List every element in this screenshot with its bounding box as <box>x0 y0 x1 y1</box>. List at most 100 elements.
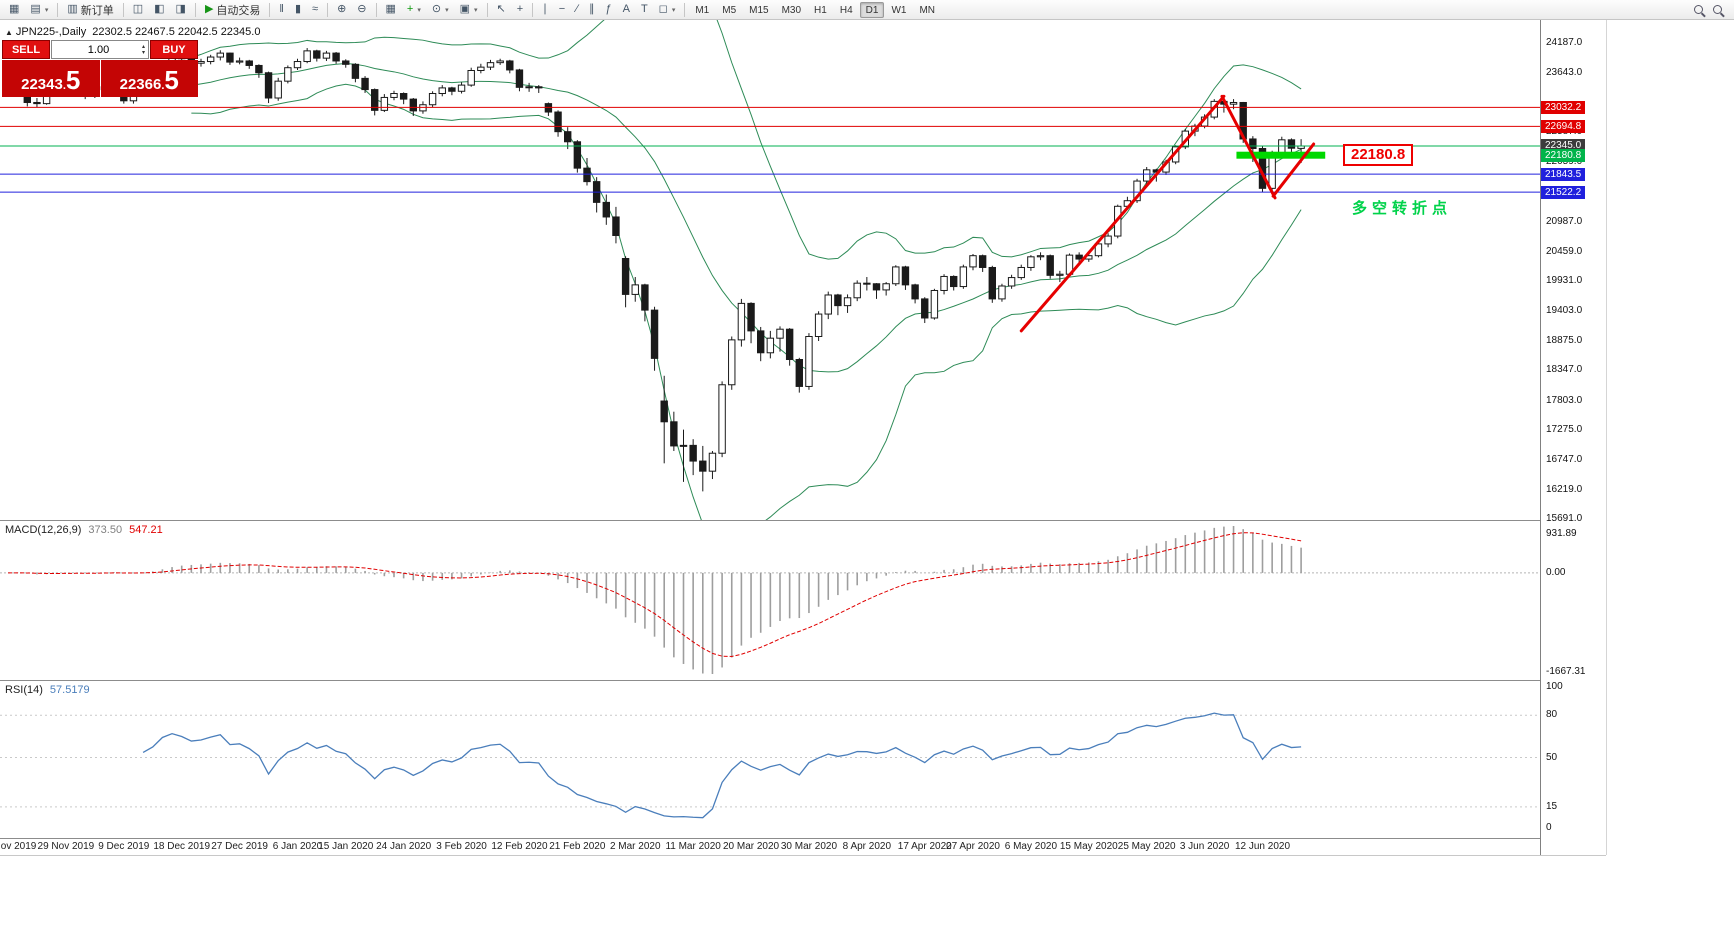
timeframe-mn-button[interactable]: MN <box>919 4 935 16</box>
sell-price-int: 22343 <box>21 76 63 93</box>
volume-value[interactable]: 1.00 <box>87 43 110 56</box>
template-icon: ▣ <box>459 3 471 15</box>
cursor-icon: ↖ <box>496 3 506 15</box>
price-axis-label: 18875.0 <box>1546 334 1583 346</box>
vertical-line-button[interactable]: ∣ <box>537 1 553 18</box>
sell-price-display[interactable]: 22343. 5 <box>2 60 100 97</box>
macd-signal-value: 547.21 <box>129 524 163 536</box>
price-axis-label: 19931.0 <box>1546 275 1583 287</box>
one-click-trading-panel: SELL 1.00 ▴ ▾ BUY 22343. 5 22366. 5 <box>2 40 198 97</box>
price-axis-label: 16219.0 <box>1546 483 1583 495</box>
magnifier-icon[interactable] <box>1694 5 1703 14</box>
toolbar: ▦ ▤ ▾ ▥ 新订单 ◫ ◧ ◨ ▶ 自动交易 ‖ ▮ ≈ ⊕ ⊖ ▦ + ▾ ⊙ ▾ ▣ ▾ ↖ + ∣ − ∕ ∥ ƒ A T ◻ ▾ M1… <box>0 0 1734 20</box>
volume-down-button[interactable]: ▾ <box>141 49 145 56</box>
volume-stepper[interactable]: 1.00 ▴ ▾ <box>51 40 149 59</box>
autotrade-button[interactable]: ▶ 自动交易 <box>200 1 265 18</box>
date-axis-label: 17 Apr 2020 <box>897 841 952 852</box>
turning-point-text[interactable]: 多空转折点 <box>1352 200 1453 217</box>
rsi-name: RSI(14) <box>5 684 43 696</box>
bollinger-bands <box>191 20 1302 520</box>
terminal-icon: ◨ <box>175 3 186 15</box>
date-axis-label: 2 Mar 2020 <box>609 841 661 852</box>
price-level-badge: 22180.8 <box>1541 148 1586 162</box>
sell-button[interactable]: SELL <box>2 40 50 59</box>
macd-histogram <box>16 526 1302 674</box>
text-button[interactable]: A <box>618 1 635 18</box>
sell-price-dec: 5 <box>65 65 81 95</box>
timeframe-h4-button[interactable]: H4 <box>839 4 853 16</box>
chart-line-button[interactable]: ≈ <box>307 1 323 18</box>
timeframe-h1-button[interactable]: H1 <box>814 4 827 16</box>
channel-button[interactable]: ∥ <box>584 1 600 18</box>
timeframe-m30-button[interactable]: M30 <box>781 4 802 16</box>
date-axis-label: 12 Jun 2020 <box>1234 841 1291 852</box>
rsi-indicator-panel[interactable] <box>0 680 1540 838</box>
panel-separator-macd[interactable] <box>0 520 1606 521</box>
magnifier-plus-icon[interactable] <box>1713 5 1722 14</box>
buy-button[interactable]: BUY <box>150 40 198 59</box>
date-axis-label: 3 Feb 2020 <box>436 841 487 852</box>
macd-histogram-value: 373.50 <box>88 524 123 536</box>
timeframe-w1-button[interactable]: W1 <box>891 4 907 16</box>
buy-price-display[interactable]: 22366. 5 <box>100 60 198 97</box>
toolbar-separator <box>486 2 488 17</box>
profiles-button[interactable]: ▤ ▾ <box>25 1 53 18</box>
support-zone-bar <box>1236 151 1326 159</box>
price-axis-label: 17275.0 <box>1546 424 1583 436</box>
horizontal-line-button[interactable]: − <box>554 1 570 18</box>
template-button[interactable]: ▣ ▾ <box>455 1 483 18</box>
horizontal-level-lines <box>0 106 1540 193</box>
price-chart[interactable] <box>0 20 1540 520</box>
volume-up-button[interactable]: ▴ <box>141 43 145 50</box>
date-axis-label: 6 Jan 2020 <box>272 841 323 852</box>
panel-separator-axis[interactable] <box>0 838 1606 839</box>
period-menu-button[interactable]: ⊙ ▾ <box>427 1 454 18</box>
price-level-label[interactable]: 22180.8 <box>1343 144 1414 166</box>
zoom-out-button[interactable]: ⊖ <box>352 1 371 18</box>
market-watch-button[interactable]: ◫ <box>128 1 148 18</box>
date-axis-label: 9 Dec 2019 <box>98 841 150 852</box>
timeframe-m5-button[interactable]: M5 <box>722 4 737 16</box>
zoom-in-icon: ⊕ <box>337 3 347 15</box>
zoom-in-button[interactable]: ⊕ <box>332 1 351 18</box>
price-axis-label: 18347.0 <box>1546 364 1583 376</box>
rsi-label: RSI(14) 57.5179 <box>5 684 90 696</box>
new-chart-button[interactable]: ▦ <box>4 1 24 18</box>
rsi-axis-label: 100 <box>1546 681 1563 692</box>
macd-indicator-panel[interactable] <box>0 520 1540 680</box>
toolbar-separator <box>269 2 271 17</box>
label-icon: T <box>640 3 648 15</box>
chart-bars-button[interactable]: ‖ <box>274 1 289 18</box>
profiles-icon: ▤ <box>30 3 41 15</box>
add-indicator-button[interactable]: + ▾ <box>402 1 426 18</box>
bollinger-middle <box>191 62 1302 373</box>
fibonacci-button[interactable]: ƒ <box>600 1 616 18</box>
zoom-out-icon: ⊖ <box>357 3 367 15</box>
horizontal-line-icon: − <box>558 3 566 15</box>
chevron-down-icon: ▾ <box>44 6 49 14</box>
toolbar-separator <box>194 2 196 17</box>
fibonacci-icon: ƒ <box>605 3 612 15</box>
crosshair-button[interactable]: + <box>512 1 528 18</box>
terminal-button[interactable]: ◨ <box>171 1 191 18</box>
price-axis[interactable]: 24187.023643.022587.022059.020987.020459… <box>1540 20 1606 855</box>
label-button[interactable]: T <box>636 1 653 18</box>
date-axis-label: 20 Nov 2019 <box>0 841 37 852</box>
trendline-button[interactable]: ∕ <box>571 1 583 18</box>
tile-windows-button[interactable]: ▦ <box>381 1 401 18</box>
price-axis-label: 23643.0 <box>1546 67 1583 79</box>
chevron-down-icon: ▾ <box>417 6 421 14</box>
timeframe-d1-button[interactable]: D1 <box>859 1 885 18</box>
timeframe-m15-button[interactable]: M15 <box>749 4 769 16</box>
panel-separator-rsi[interactable] <box>0 680 1606 681</box>
price-level-badge: 21843.5 <box>1541 167 1586 181</box>
timeframe-m1-button[interactable]: M1 <box>695 4 710 16</box>
new-order-button[interactable]: ▥ 新订单 <box>62 1 118 18</box>
shapes-button[interactable]: ◻ ▾ <box>654 1 681 18</box>
symbol-marker-icon: ▲ <box>5 28 13 37</box>
buy-price-int: 22366 <box>119 76 162 93</box>
chart-candles-button[interactable]: ▮ <box>290 1 306 18</box>
cursor-button[interactable]: ↖ <box>492 1 511 18</box>
navigator-button[interactable]: ◧ <box>149 1 169 18</box>
